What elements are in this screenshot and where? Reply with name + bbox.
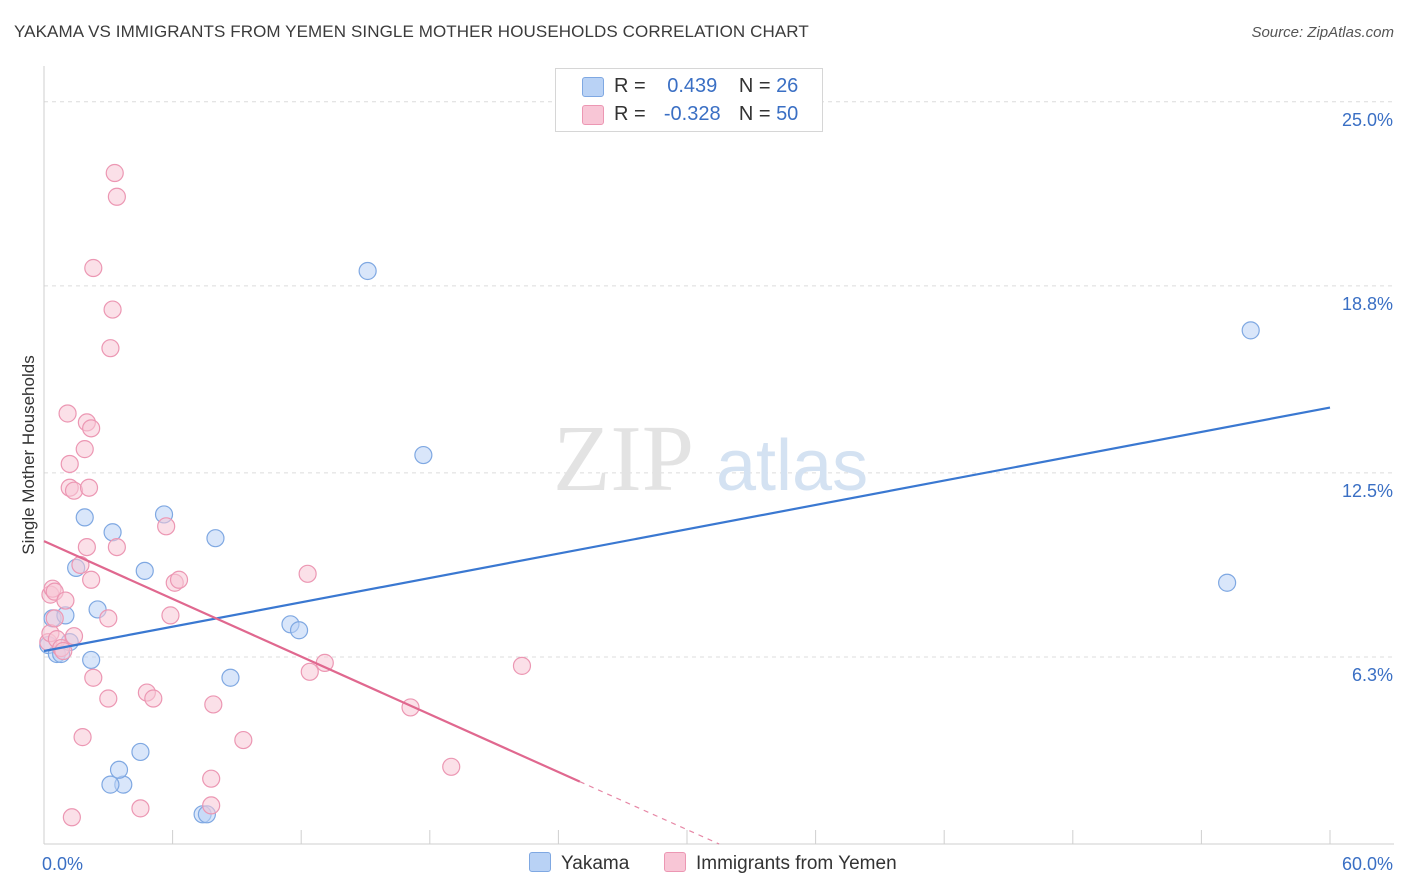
yemen-point bbox=[300, 662, 319, 681]
yemen-point bbox=[131, 799, 150, 818]
yakama-point bbox=[131, 742, 150, 762]
yemen-point bbox=[512, 656, 532, 675]
legend-r-value: 0.439 bbox=[667, 75, 718, 97]
yemen-point bbox=[298, 564, 317, 583]
yakama-point bbox=[109, 760, 129, 779]
yemen-point bbox=[99, 609, 118, 628]
yemen-trend-line bbox=[43, 540, 581, 783]
legend-swatch-yemen bbox=[582, 105, 604, 125]
yemen-point bbox=[101, 339, 120, 358]
bottom-legend-yemen: Immigrants from Yemen bbox=[664, 852, 897, 875]
y-tick-label: 25.0% bbox=[1342, 110, 1393, 130]
yemen-point bbox=[84, 668, 103, 687]
yakama-point bbox=[206, 529, 225, 548]
legend-n-value: 26 bbox=[776, 75, 799, 97]
yemen-point bbox=[107, 538, 126, 557]
yemen-point bbox=[103, 300, 122, 319]
yakama-point bbox=[75, 508, 94, 527]
axis-labels: 6.3% 12.5% 18.8% 25.0% 0.0% 60.0% Single Mothe… bbox=[19, 110, 1393, 874]
legend-text-yemen: R = -0.328 N = 50 bbox=[614, 103, 798, 126]
yakama-point bbox=[358, 261, 377, 281]
yemen-point bbox=[442, 757, 461, 776]
yemen-point bbox=[82, 419, 101, 438]
yakama-trend-line bbox=[43, 406, 1331, 653]
yemen-point bbox=[77, 538, 96, 557]
yemen-point bbox=[202, 769, 221, 788]
yakama-point bbox=[221, 668, 240, 687]
y-tick-label: 12.5% bbox=[1342, 481, 1393, 501]
chart-title: YAKAMA VS IMMIGRANTS FROM YEMEN SINGLE M… bbox=[14, 22, 809, 41]
yemen-point bbox=[54, 641, 73, 661]
yakama-point bbox=[289, 621, 309, 640]
y-axis-label: Single Mother Households bbox=[19, 355, 38, 554]
watermark-zip: ZIP bbox=[553, 407, 694, 511]
bottom-legend-label-yemen: Immigrants from Yemen bbox=[696, 853, 897, 874]
yemen-trend-extension bbox=[579, 781, 720, 845]
legend-swatch-yakama bbox=[582, 77, 604, 97]
x-tick-label: 0.0% bbox=[42, 854, 83, 874]
yakama-point bbox=[414, 445, 433, 465]
yemen-point bbox=[202, 796, 221, 815]
yemen-point bbox=[161, 606, 180, 625]
yemen-point bbox=[157, 517, 176, 536]
yakama-point bbox=[82, 650, 101, 670]
bottom-legend-swatch-yakama bbox=[529, 852, 551, 872]
yemen-point bbox=[105, 163, 124, 183]
stats-legend: R = 0.439 N = 26 R = -0.328 N = 50 bbox=[555, 68, 823, 132]
yakama-point bbox=[1241, 321, 1260, 340]
y-tick-label: 6.3% bbox=[1352, 665, 1393, 685]
y-tick-label: 18.8% bbox=[1342, 294, 1393, 314]
data-points bbox=[39, 163, 1260, 827]
yemen-point bbox=[79, 478, 99, 497]
watermark-atlas: atlas bbox=[716, 426, 868, 506]
yemen-point bbox=[64, 481, 84, 500]
legend-n-value: 50 bbox=[776, 103, 799, 125]
legend-n-label: N = bbox=[738, 75, 771, 97]
legend-n-label: N = bbox=[738, 103, 771, 125]
legend-r-value: -0.328 bbox=[663, 103, 721, 125]
yakama-point bbox=[135, 561, 154, 580]
yemen-point bbox=[45, 609, 64, 628]
yakama-point bbox=[1218, 573, 1237, 592]
yemen-point bbox=[204, 695, 223, 714]
bottom-legend-swatch-yemen bbox=[664, 852, 686, 872]
yemen-point bbox=[82, 570, 101, 589]
legend-text-yakama: R = 0.439 N = 26 bbox=[614, 75, 798, 98]
trend-lines bbox=[43, 406, 1331, 845]
source-label: Source: ZipAtlas.com bbox=[1251, 24, 1394, 41]
grid-lines bbox=[44, 101, 1394, 658]
yemen-point bbox=[56, 591, 75, 610]
yemen-point bbox=[64, 627, 84, 646]
yemen-point bbox=[75, 440, 94, 459]
legend-r-label: R = bbox=[614, 103, 646, 125]
x-tick-label: 60.0% bbox=[1342, 854, 1393, 874]
bottom-legend-label-yakama: Yakama bbox=[561, 853, 630, 874]
yemen-point bbox=[58, 404, 77, 423]
bottom-legend-yakama: Yakama bbox=[529, 852, 629, 875]
yemen-point bbox=[144, 689, 163, 708]
yemen-point bbox=[71, 555, 90, 575]
yemen-point bbox=[234, 730, 253, 750]
yemen-point bbox=[73, 728, 92, 747]
yemen-point bbox=[62, 808, 81, 827]
yemen-point bbox=[84, 258, 103, 278]
yemen-point bbox=[60, 454, 79, 474]
yemen-point bbox=[169, 570, 189, 589]
yemen-point bbox=[99, 689, 118, 708]
yakama-point bbox=[101, 775, 120, 794]
yemen-point bbox=[107, 187, 126, 206]
legend-r-label: R = bbox=[614, 75, 646, 97]
